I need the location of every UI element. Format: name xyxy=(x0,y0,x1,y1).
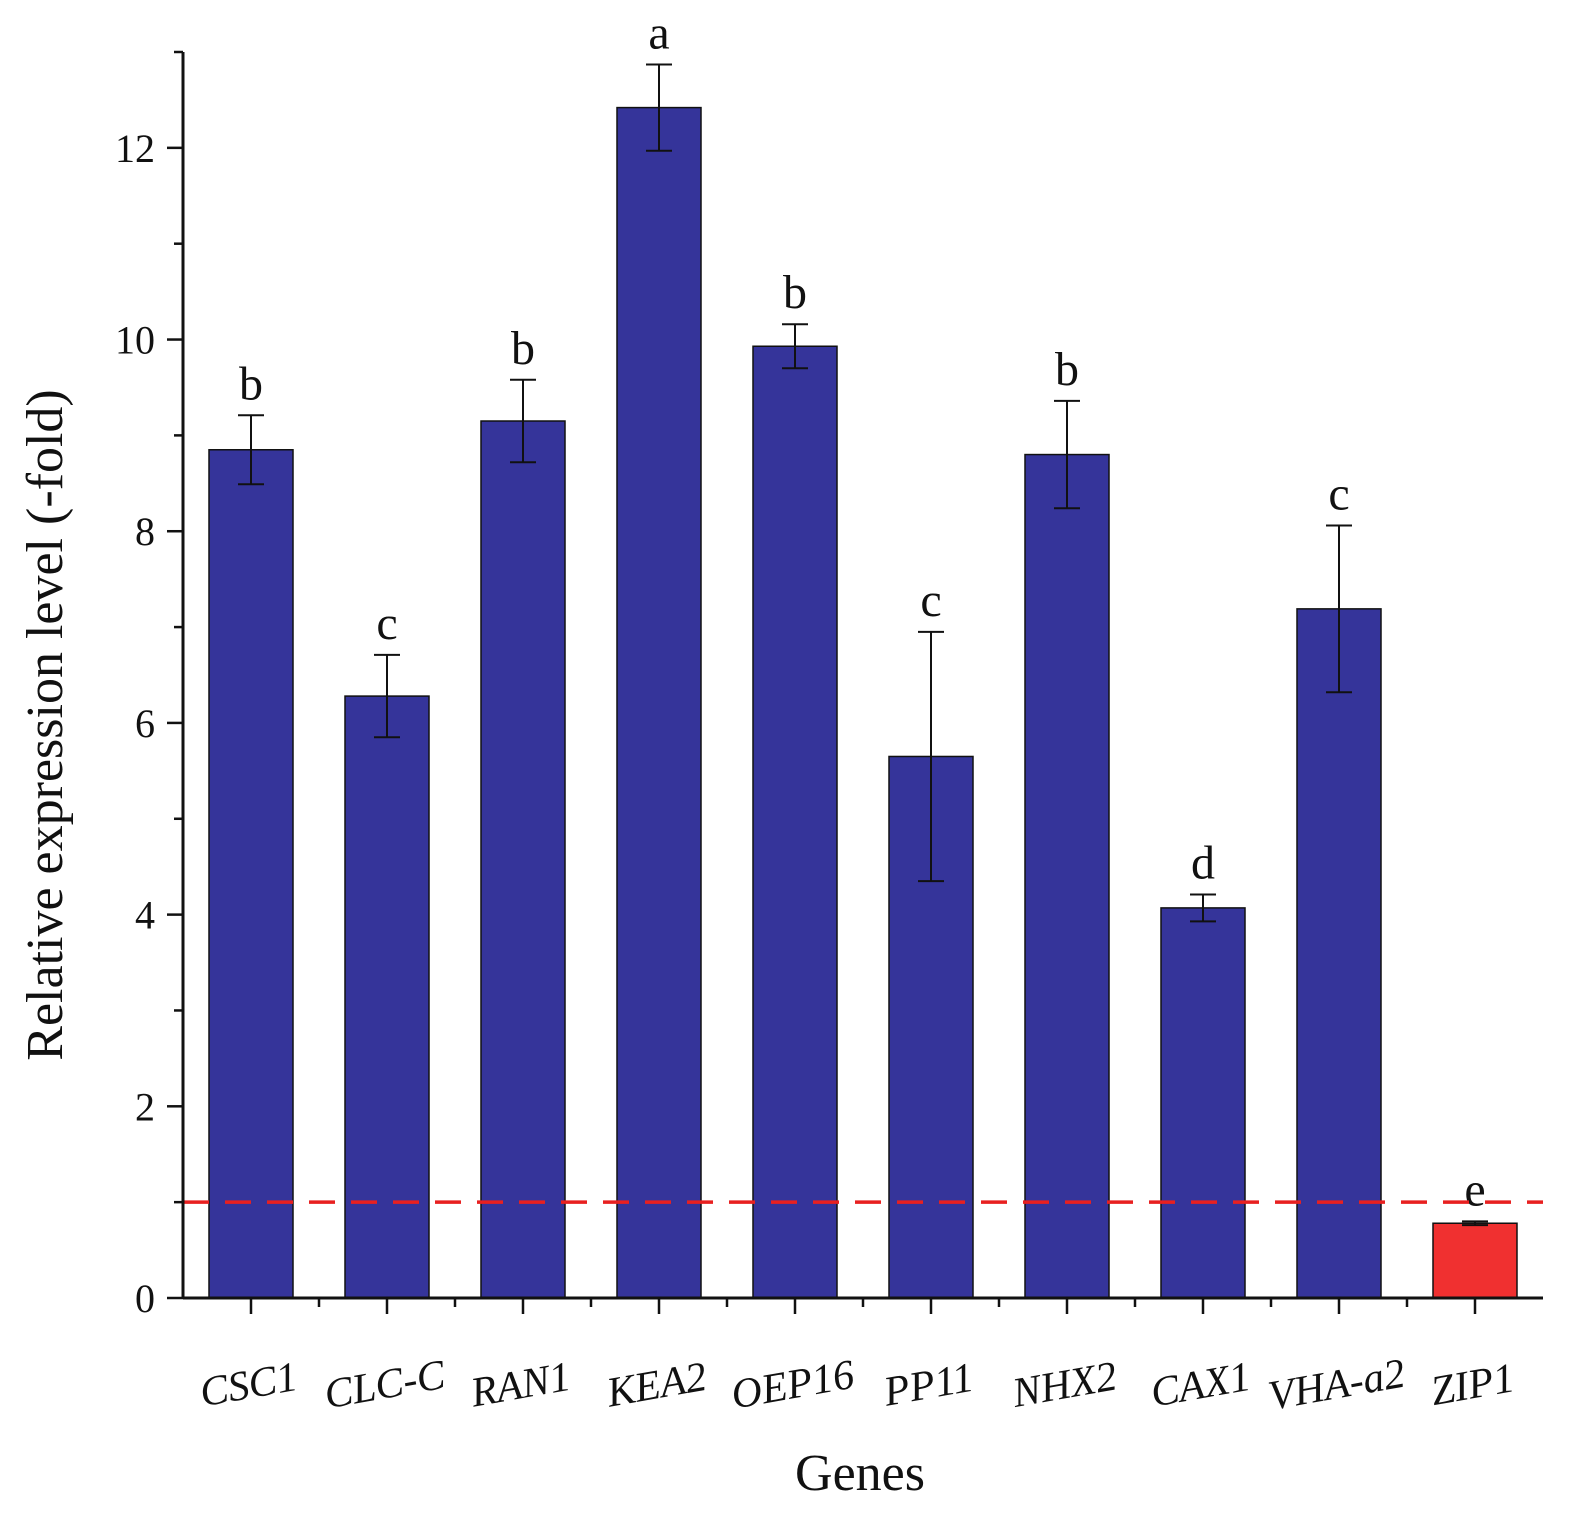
x-tick-label-cax1: CAX1 xyxy=(1147,1354,1254,1417)
significance-label-kea2: a xyxy=(648,6,669,59)
bar-nhx2 xyxy=(1024,453,1110,1299)
x-tick-label-nhx2: NHX2 xyxy=(1008,1353,1120,1417)
y-tick-label-2: 2 xyxy=(135,1084,155,1129)
x-tick-label-ran1: RAN1 xyxy=(466,1354,574,1417)
significance-label-clc-c: c xyxy=(376,597,397,650)
significance-label-oep16: b xyxy=(783,266,807,319)
bar-csc1 xyxy=(208,449,294,1299)
y-tick-label-8: 8 xyxy=(135,509,155,554)
x-category-labels: CSC1 CLC-C RAN1 KEA2 OEP16 PP11 NHX2 CAX1 VHA-a2… xyxy=(196,1351,1518,1420)
bars-layer xyxy=(208,106,1518,1299)
x-tick-label-zip1: ZIP1 xyxy=(1427,1355,1518,1415)
y-tick-label-0: 0 xyxy=(135,1276,155,1321)
bar-ran1 xyxy=(480,420,566,1299)
x-tick-label-oep16: OEP16 xyxy=(728,1352,858,1419)
significance-label-pp11: c xyxy=(920,574,941,627)
y-tick-label-10: 10 xyxy=(115,318,155,363)
bar-clc-c xyxy=(344,695,430,1299)
significance-label-csc1: b xyxy=(239,357,263,410)
y-tick-label-4: 4 xyxy=(135,893,155,938)
bar-zip1 xyxy=(1432,1222,1518,1299)
significance-label-vha-a2: c xyxy=(1328,467,1349,520)
x-tick-label-clc-c: CLC-C xyxy=(321,1352,450,1419)
bar-cax1 xyxy=(1160,907,1246,1299)
axes-layer xyxy=(167,50,1543,1314)
x-tick-label-kea2: KEA2 xyxy=(602,1354,710,1417)
x-axis-title: Genes xyxy=(795,1445,925,1502)
bar-oep16 xyxy=(752,345,838,1299)
bar-kea2 xyxy=(616,106,702,1299)
bar-vha-a2 xyxy=(1296,608,1382,1299)
significance-label-ran1: b xyxy=(511,322,535,375)
significance-label-nhx2: b xyxy=(1055,343,1079,396)
error-bars-layer xyxy=(238,63,1488,1227)
y-axis-title: Relative expression level (-fold) xyxy=(17,389,74,1060)
y-tick-label-6: 6 xyxy=(135,701,155,746)
y-tick-labels: 0 2 4 6 8 10 12 xyxy=(115,126,155,1321)
significance-label-cax1: d xyxy=(1191,836,1215,889)
significance-label-zip1: e xyxy=(1464,1163,1485,1216)
y-tick-label-12: 12 xyxy=(115,126,155,171)
x-tick-label-csc1: CSC1 xyxy=(196,1354,301,1416)
x-tick-label-pp11: PP11 xyxy=(879,1355,977,1416)
x-tick-label-vha-a2: VHA-a2 xyxy=(1265,1351,1409,1420)
significance-labels-layer: b c b a b c b d c e xyxy=(239,6,1486,1216)
